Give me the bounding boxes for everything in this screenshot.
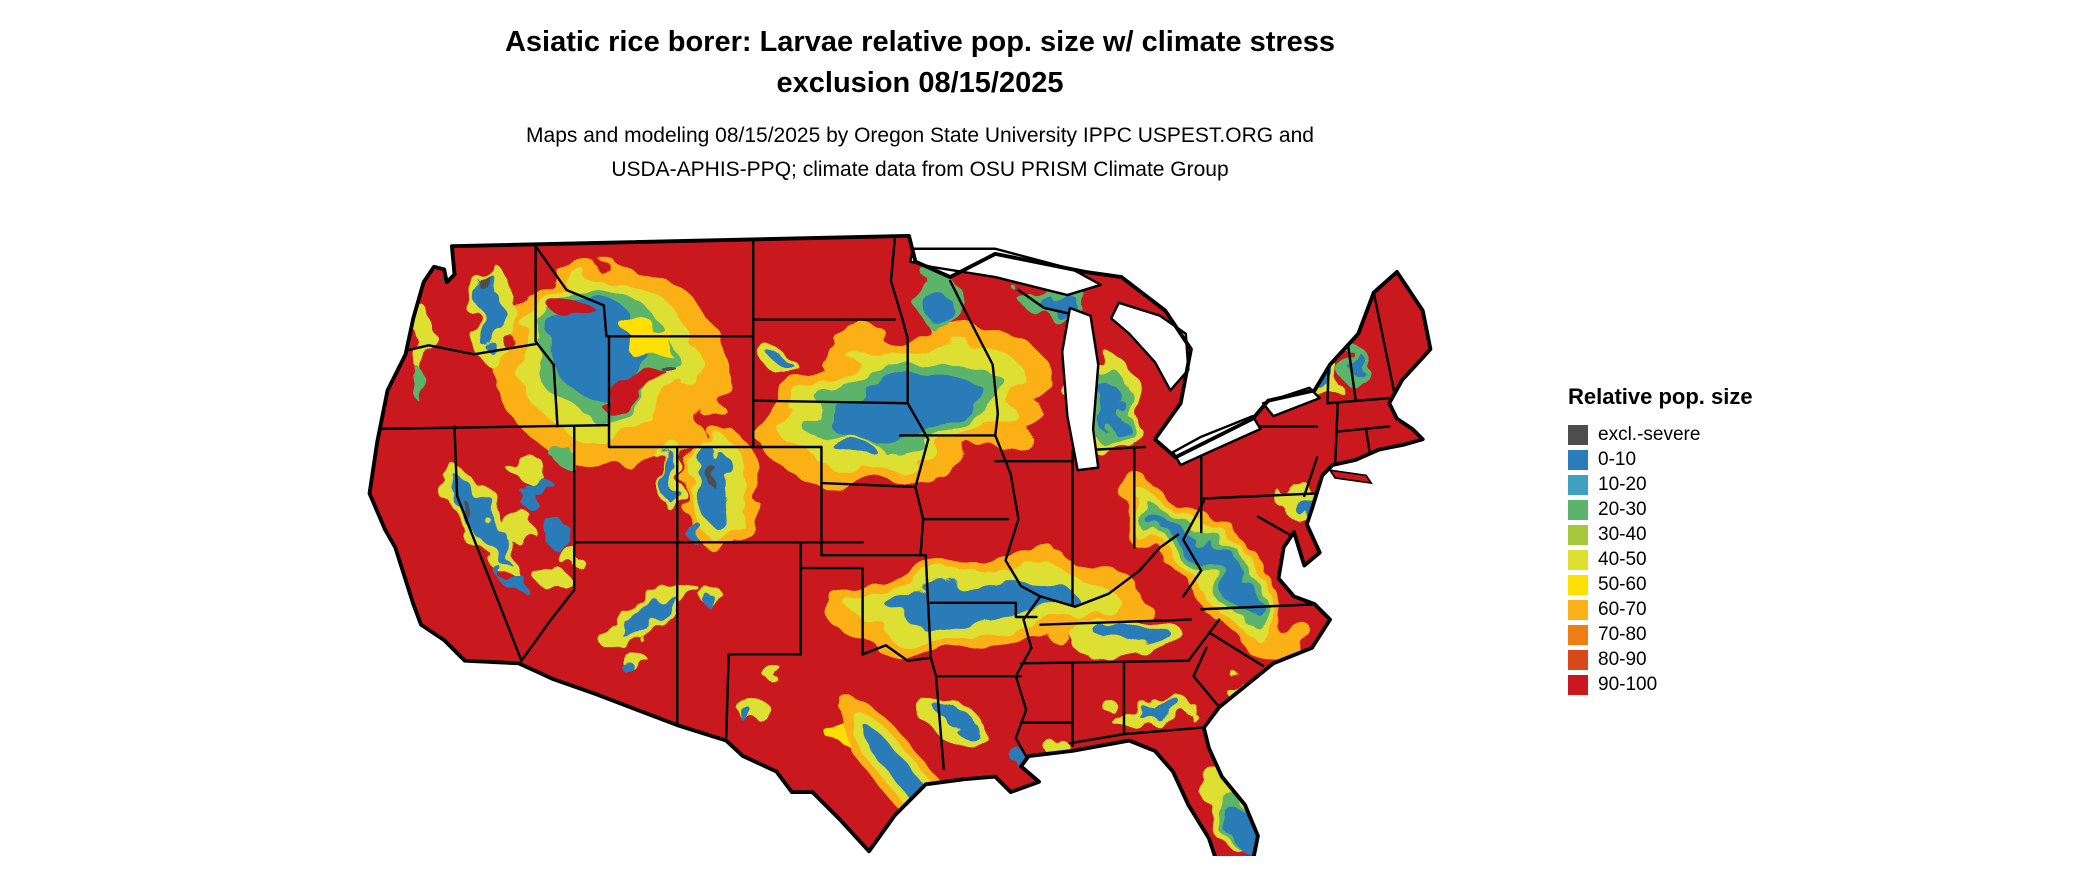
legend-swatch	[1568, 624, 1588, 645]
legend-entry-label: 50-60	[1598, 574, 1647, 595]
legend-swatch	[1568, 474, 1588, 495]
long-island	[1328, 469, 1373, 485]
legend-swatch	[1568, 549, 1588, 570]
heatmap-region-cascades-coast	[410, 264, 514, 400]
legend-entry: excl.-severe	[1568, 422, 1753, 447]
map-legend: Relative pop. size excl.-severe 0-10 10-…	[1568, 384, 1753, 697]
legend-entry-label: 70-80	[1598, 624, 1647, 645]
legend-swatch	[1568, 649, 1588, 670]
legend-entry-label: 40-50	[1598, 549, 1647, 570]
legend-entry: 60-70	[1568, 597, 1753, 622]
legend-entry-label: 0-10	[1598, 449, 1637, 470]
heatmap-region-sierra-nevada	[441, 461, 520, 577]
legend-entry-label: 90-100	[1598, 674, 1658, 695]
legend-entry-label: 20-30	[1598, 499, 1647, 520]
legend-swatch	[1568, 424, 1588, 445]
legend-entry-label: 10-20	[1598, 474, 1647, 495]
legend-swatch	[1568, 524, 1588, 545]
heatmap-region-ozark-swath	[828, 556, 1178, 655]
legend-swatch	[1568, 499, 1588, 520]
legend-entry: 70-80	[1568, 622, 1753, 647]
figure-title-line2: exclusion 08/15/2025	[776, 66, 1064, 99]
figure-title-line1: Asiatic rice borer: Larvae relative pop.…	[504, 26, 1336, 58]
conus-map-svg	[367, 233, 1433, 856]
lake-huron	[1109, 301, 1190, 392]
heatmap-region-great-basin	[503, 438, 683, 592]
legend-swatch	[1568, 674, 1588, 695]
us-choropleth-map	[300, 208, 1536, 856]
legend-entry-label: excl.-severe	[1598, 424, 1701, 445]
legend-title: Relative pop. size	[1568, 384, 1753, 409]
lake-ontario	[1261, 386, 1321, 418]
figure-subtitle-line2: USDA-APHIS-PPQ; climate data from OSU PR…	[611, 157, 1229, 181]
great-lakes	[909, 247, 1321, 472]
legend-entry-label: 80-90	[1598, 649, 1647, 670]
legend-swatch	[1568, 599, 1588, 620]
legend-entry: 50-60	[1568, 572, 1753, 597]
legend-entry: 0-10	[1568, 447, 1753, 472]
legend-entry: 20-30	[1568, 497, 1753, 522]
heatmap-region-colorado-rockies	[683, 429, 761, 553]
map-raster	[369, 235, 1431, 856]
heatmap-region-southwest-spots	[621, 587, 875, 748]
legend-entry-label: 60-70	[1598, 599, 1647, 620]
legend-entry: 90-100	[1568, 672, 1753, 697]
legend-entry: 40-50	[1568, 547, 1753, 572]
legend-entry: 80-90	[1568, 647, 1753, 672]
lake-michigan	[1060, 306, 1100, 472]
figure-title: Asiatic rice borer: Larvae relative pop.…	[0, 22, 1840, 103]
legend-entry: 10-20	[1568, 472, 1753, 497]
figure-subtitle-line1: Maps and modeling 08/15/2025 by Oregon S…	[526, 124, 1314, 148]
legend-entry-label: 30-40	[1598, 524, 1647, 545]
heatmap-region-mogollon-rim	[601, 583, 689, 648]
heatmap-region-upper-midwest-band	[760, 274, 1050, 487]
heatmap-region-appalachians	[1122, 470, 1296, 661]
legend-swatch	[1568, 449, 1588, 470]
legend-entry: 30-40	[1568, 522, 1753, 547]
figure-header: Asiatic rice borer: Larvae relative pop.…	[0, 22, 1840, 186]
lake-erie	[1171, 414, 1262, 467]
legend-swatch	[1568, 574, 1588, 595]
figure-subtitle: Maps and modeling 08/15/2025 by Oregon S…	[0, 119, 1840, 186]
state-borders	[373, 237, 1396, 771]
